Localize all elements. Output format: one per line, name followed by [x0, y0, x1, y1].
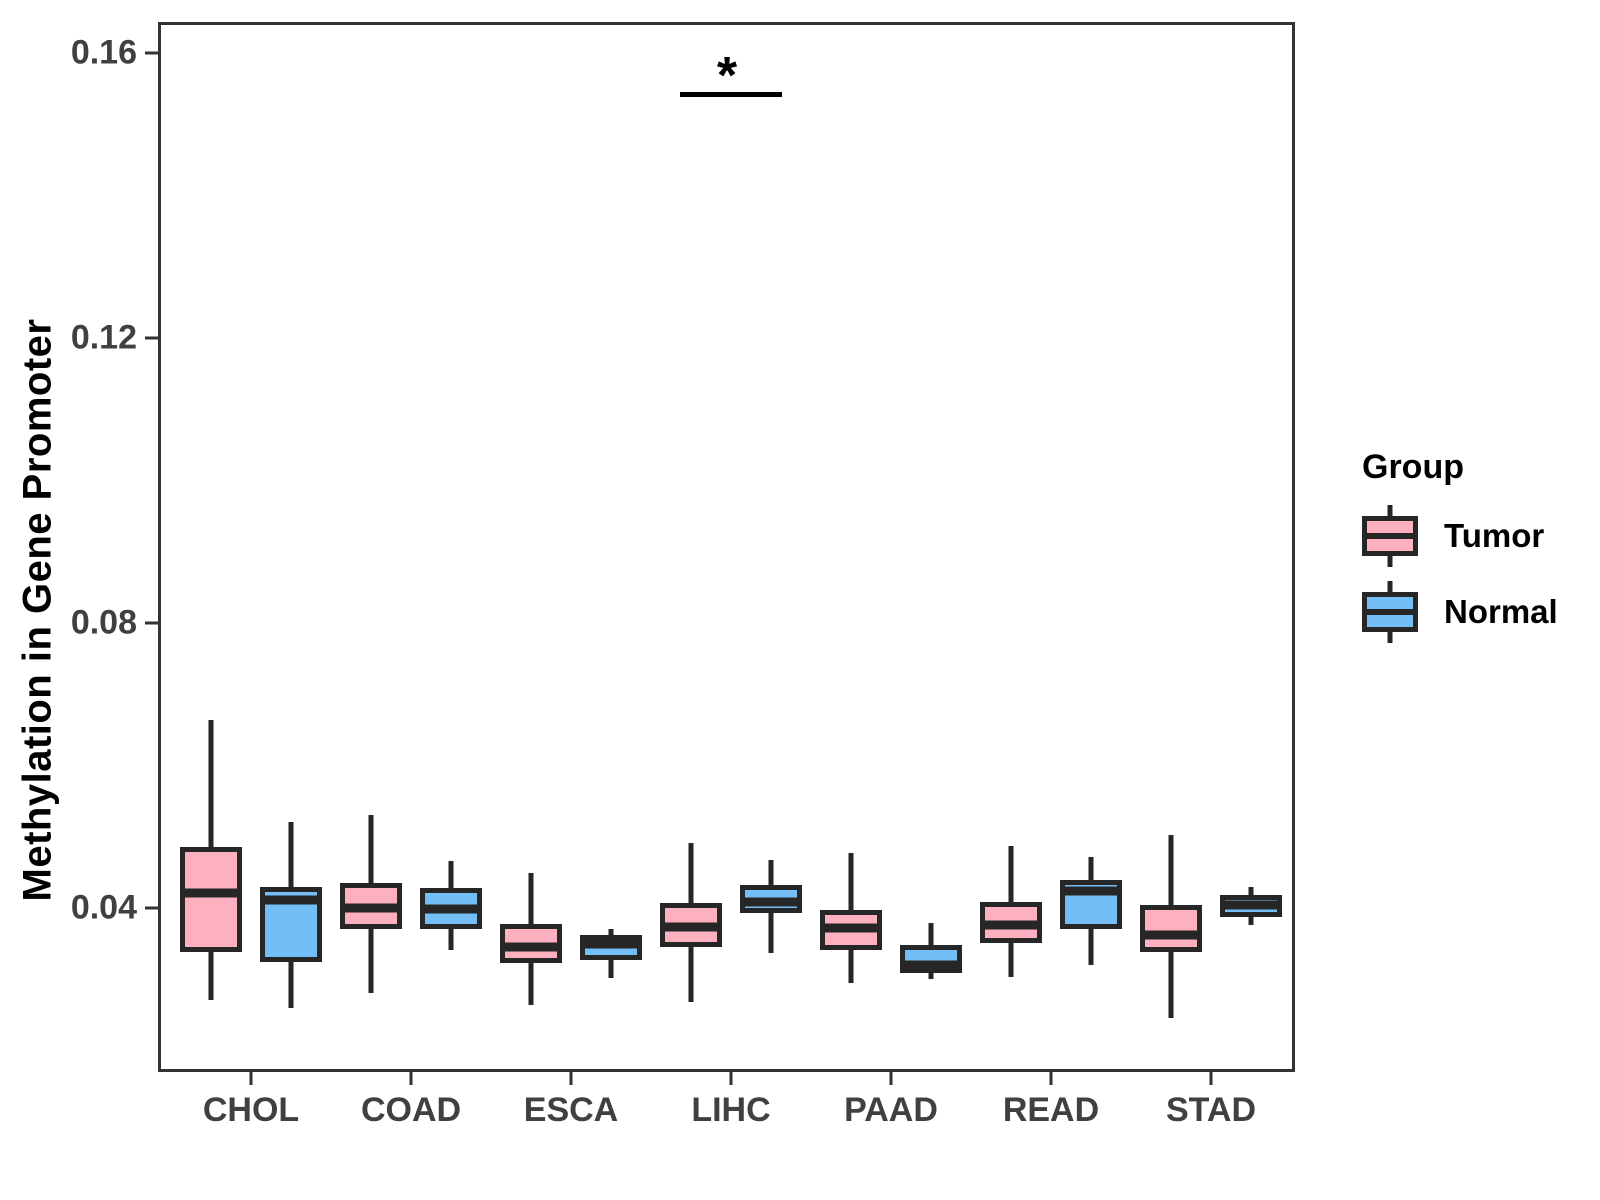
median-normal-read: [1060, 886, 1122, 896]
x-tick-mark: [1049, 1072, 1053, 1085]
median-normal-esca: [580, 939, 642, 949]
x-tick-label-paad: PAAD: [844, 1091, 938, 1129]
y-tick-label: 0.04: [70, 888, 137, 927]
x-tick-label-lihc: LIHC: [691, 1091, 771, 1129]
legend-label-normal: Normal: [1444, 593, 1558, 630]
median-tumor-esca: [500, 942, 562, 952]
legend-item-normal: Normal: [1362, 581, 1558, 643]
median-tumor-stad: [1140, 930, 1202, 940]
y-tick-mark: [145, 51, 158, 55]
median-normal-chol: [260, 895, 322, 905]
x-tick-label-chol: CHOL: [202, 1091, 300, 1129]
x-tick-mark: [569, 1072, 573, 1085]
y-axis-title: Methylation in Gene Promoter: [15, 318, 60, 902]
median-tumor-read: [980, 920, 1042, 930]
y-tick-mark: [145, 621, 158, 625]
median-tumor-paad: [820, 923, 882, 933]
x-tick-label-read: READ: [1002, 1091, 1100, 1129]
y-tick-label: 0.12: [70, 318, 137, 357]
legend: Group Tumor Normal: [1362, 448, 1558, 657]
box-tumor-chol: [180, 846, 242, 953]
median-normal-paad: [900, 960, 962, 970]
y-tick-label: 0.16: [70, 33, 137, 72]
box-tumor-stad: [1140, 905, 1202, 953]
legend-glyph-median: [1362, 533, 1418, 539]
legend-glyph-median: [1362, 609, 1418, 615]
x-tick-mark: [249, 1072, 253, 1085]
median-normal-coad: [420, 904, 482, 914]
y-tick-label: 0.08: [70, 603, 137, 642]
legend-items: Tumor Normal: [1362, 505, 1558, 643]
x-tick-label-stad: STAD: [1165, 1091, 1257, 1129]
x-tick-mark: [1209, 1072, 1213, 1085]
legend-title: Group: [1362, 448, 1464, 486]
x-tick-label-coad: COAD: [360, 1091, 462, 1129]
median-tumor-lihc: [660, 922, 722, 932]
legend-boxplot-glyph-tumor: [1362, 505, 1418, 567]
y-tick-mark: [145, 906, 158, 910]
legend-label-tumor: Tumor: [1444, 517, 1545, 554]
y-tick-mark: [145, 336, 158, 340]
x-tick-mark: [409, 1072, 413, 1085]
x-tick-mark: [889, 1072, 893, 1085]
median-tumor-chol: [180, 888, 242, 898]
legend-item-tumor: Tumor: [1362, 505, 1558, 567]
x-tick-label-esca: ESCA: [523, 1091, 619, 1129]
x-tick-mark: [729, 1072, 733, 1085]
legend-boxplot-glyph-normal: [1362, 581, 1418, 643]
significance-asterisk: *: [716, 46, 738, 105]
median-tumor-coad: [340, 903, 402, 913]
plot-panel: [158, 22, 1295, 1072]
median-normal-lihc: [740, 897, 802, 907]
median-normal-stad: [1220, 900, 1282, 910]
significance-bar: [680, 91, 782, 97]
